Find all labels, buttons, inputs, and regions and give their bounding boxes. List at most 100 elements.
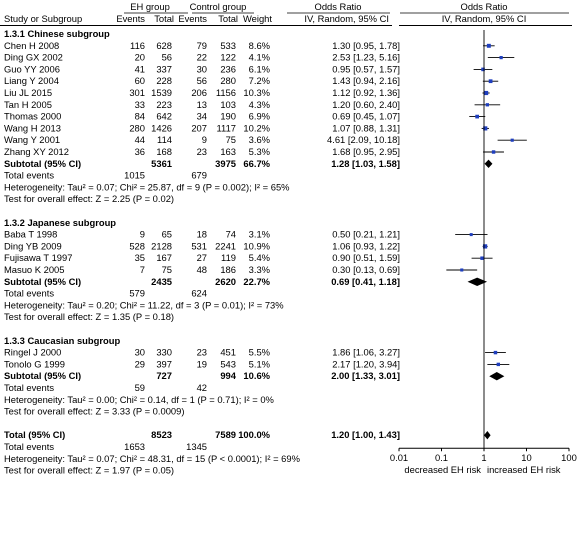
- subtotal-or-ci: 0.69 [0.41, 1.18]: [331, 276, 400, 287]
- total-events2: 679: [191, 170, 207, 181]
- overall-effect-total-text: Test for overall effect: Z = 1.97 (P = 0…: [4, 465, 174, 476]
- total-events2: 42: [197, 382, 207, 393]
- study-name: Wang Y 2001: [4, 134, 60, 145]
- study-or-ci: 0.69 [0.45, 1.07]: [332, 111, 400, 122]
- header-events2: Events: [178, 13, 207, 24]
- study-total1: 228: [156, 75, 172, 86]
- header-weight: Weight: [243, 13, 272, 24]
- study-events1: 35: [135, 252, 145, 263]
- study-name: Wang H 2013: [4, 122, 61, 133]
- study-point-marker: [486, 43, 491, 48]
- study-events1: 60: [135, 75, 145, 86]
- study-total1: 1426: [151, 122, 172, 133]
- header-group2: Control group: [190, 1, 247, 12]
- study-events1: 9: [140, 229, 145, 240]
- study-events2: 9: [202, 134, 207, 145]
- subtotal-label: Subtotal (95% CI): [4, 158, 81, 169]
- study-events1: 20: [135, 52, 145, 63]
- study-or-ci: 1.30 [0.95, 1.78]: [332, 40, 400, 51]
- study-events2: 48: [197, 264, 207, 275]
- axis-label-increased: increased EH risk: [487, 464, 561, 475]
- study-weight: 3.3%: [249, 264, 270, 275]
- study-total2: 186: [220, 264, 236, 275]
- study-weight: 10.9%: [243, 240, 270, 251]
- total-events-label: Total events: [4, 382, 54, 393]
- study-or-ci: 0.95 [0.57, 1.57]: [332, 63, 400, 74]
- study-or-ci: 1.12 [0.92, 1.36]: [332, 87, 400, 98]
- subtotal-weight: 10.6%: [243, 370, 270, 381]
- subtotal-total2: 3975: [215, 158, 236, 169]
- study-name: Baba T 1998: [4, 229, 57, 240]
- heterogeneity-text: Heterogeneity: Tau² = 0.07; Chi² = 25.87…: [4, 181, 290, 192]
- x-axis-tick-label: 100: [561, 452, 577, 463]
- study-or-ci: 1.43 [0.94, 2.16]: [332, 75, 400, 86]
- study-total2: 533: [220, 40, 236, 51]
- study-weight: 5.5%: [249, 347, 270, 358]
- study-events1: 280: [129, 122, 145, 133]
- study-events2: 23: [197, 146, 207, 157]
- study-total1: 167: [156, 252, 172, 263]
- header-events1: Events: [116, 13, 145, 24]
- study-point-marker: [483, 126, 488, 131]
- study-total1: 330: [156, 347, 172, 358]
- header-group1: EH group: [130, 1, 170, 12]
- study-weight: 6.9%: [249, 111, 270, 122]
- study-point-marker: [485, 103, 489, 107]
- study-total2: 280: [220, 75, 236, 86]
- study-or-ci: 2.53 [1.23, 5.16]: [332, 52, 400, 63]
- study-events1: 41: [135, 63, 145, 74]
- study-point-marker: [493, 350, 498, 355]
- subtotal-total2: 994: [220, 370, 236, 381]
- heterogeneity-text: Heterogeneity: Tau² = 0.00; Chi² = 0.14,…: [4, 394, 274, 405]
- study-total1: 337: [156, 63, 172, 74]
- study-total2: 122: [220, 52, 236, 63]
- subtotal-weight: 66.7%: [243, 158, 270, 169]
- overall-total-events1: 1653: [124, 441, 145, 452]
- study-name: Fujisawa T 1997: [4, 252, 72, 263]
- study-events1: 7: [140, 264, 145, 275]
- study-point-marker: [475, 114, 480, 119]
- study-total2: 543: [220, 358, 236, 369]
- total-diamond: [484, 431, 491, 440]
- study-point-marker: [488, 79, 493, 84]
- total-events1: 579: [129, 288, 145, 299]
- study-events1: 33: [135, 99, 145, 110]
- overall-effect-text: Test for overall effect: Z = 3.33 (P = 0…: [4, 406, 184, 417]
- study-weight: 3.1%: [249, 229, 270, 240]
- header-total1: Total: [154, 13, 174, 24]
- study-events1: 44: [135, 134, 145, 145]
- study-point-marker: [469, 233, 473, 237]
- subtotal-label: Subtotal (95% CI): [4, 276, 81, 287]
- study-or-ci: 1.07 [0.88, 1.31]: [332, 122, 400, 133]
- study-events1: 528: [129, 240, 145, 251]
- subtotal-diamond: [467, 277, 488, 286]
- study-events1: 84: [135, 111, 145, 122]
- subtotal-total1: 5361: [151, 158, 172, 169]
- study-weight: 3.6%: [249, 134, 270, 145]
- study-events2: 30: [197, 63, 207, 74]
- study-name: Ding GX 2002: [4, 52, 63, 63]
- subtotal-total2: 2620: [215, 276, 236, 287]
- study-total2: 74: [226, 229, 236, 240]
- total-events1: 1015: [124, 170, 145, 181]
- subtotal-total1: 2435: [151, 276, 172, 287]
- study-weight: 10.3%: [243, 87, 270, 98]
- subtotal-or-ci: 1.28 [1.03, 1.58]: [331, 158, 400, 169]
- study-total2: 75: [226, 134, 236, 145]
- study-or-ci: 1.20 [0.60, 2.40]: [332, 99, 400, 110]
- study-events2: 207: [191, 122, 207, 133]
- study-events2: 27: [197, 252, 207, 263]
- subtotal-weight: 22.7%: [243, 276, 270, 287]
- header-total2: Total: [218, 13, 238, 24]
- study-total1: 2128: [151, 240, 172, 251]
- total-weight: 100.0%: [238, 429, 270, 440]
- study-name: Masuo K 2005: [4, 264, 64, 275]
- study-events1: 116: [130, 40, 145, 51]
- study-events2: 23: [197, 347, 207, 358]
- study-name: Thomas 2000: [4, 111, 61, 122]
- study-events2: 18: [197, 229, 207, 240]
- total-events-label: Total events: [4, 288, 54, 299]
- study-or-ci: 2.17 [1.20, 3.94]: [332, 358, 400, 369]
- x-axis-tick-label: 1: [481, 452, 486, 463]
